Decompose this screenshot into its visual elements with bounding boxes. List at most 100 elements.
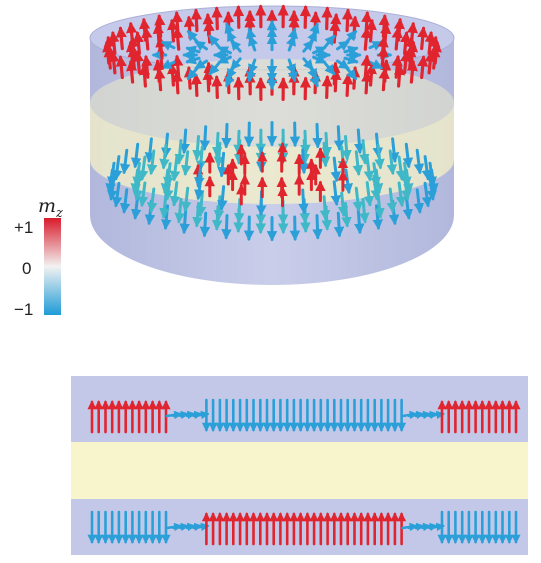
spin-arrow-inplane <box>345 30 358 43</box>
colorbar-min-label: −1 <box>14 300 34 319</box>
spin-arrow-up <box>132 31 144 56</box>
spin-arrow-inplane <box>217 54 232 64</box>
spin-arrow-down <box>169 181 181 207</box>
spin-arrow-down <box>174 197 185 224</box>
spin-arrow-up <box>103 35 115 60</box>
spin-arrow-down <box>354 128 365 155</box>
spin-arrow-down <box>312 214 323 240</box>
spin-arrow-down <box>194 162 205 188</box>
spin-arrow-down <box>386 187 398 214</box>
spin-arrow-up <box>115 55 127 80</box>
spin-arrow-down <box>386 149 398 176</box>
spin-arrow-inplane <box>185 45 201 56</box>
spin-arrow-down <box>413 188 425 214</box>
spin-arrow-down <box>179 208 190 235</box>
colorbar-label-m: m <box>38 195 57 217</box>
spin-arrow-down <box>213 195 225 221</box>
spin-arrow-inplane <box>194 59 208 70</box>
spin-arrow-down <box>169 155 181 182</box>
spin-arrow-down <box>111 181 123 208</box>
spin-arrow-down <box>298 188 309 215</box>
spin-arrow-inplane <box>302 39 314 53</box>
spin-arrow-down <box>363 181 375 207</box>
spin-arrow-down <box>401 161 412 188</box>
spin-arrow-up <box>172 54 184 79</box>
spin-arrow-up <box>108 50 120 75</box>
spin-arrow-down <box>413 148 425 175</box>
spin-arrow-down <box>119 148 131 175</box>
spin-arrow-up <box>417 55 429 80</box>
spin-arrow-down <box>217 151 228 178</box>
spin-arrow-down <box>363 155 375 182</box>
spin-arrow-up <box>417 26 429 51</box>
spin-arrow-down <box>159 143 170 170</box>
spin-arrow-inplane <box>230 39 242 53</box>
spin-arrow-down <box>111 155 123 181</box>
spin-arrow-up <box>380 59 392 83</box>
spin-arrow-up <box>115 26 127 51</box>
spin-arrow-down <box>352 150 364 176</box>
spin-arrow-down <box>421 181 433 208</box>
spin-arrow-up <box>400 50 412 75</box>
spin-arrow-down <box>319 195 331 221</box>
spin-arrow-inplane <box>324 62 336 76</box>
spin-arrow-up <box>321 6 333 31</box>
spin-arrow-up <box>377 35 389 60</box>
spin-arrow-up <box>424 50 436 75</box>
spin-arrow-inplane <box>194 40 208 51</box>
spin-arrow-down <box>195 191 207 218</box>
spin-arrow-down <box>192 135 203 161</box>
spin-arrow-up <box>152 59 164 83</box>
upper-layer-spin-arrows <box>102 4 442 102</box>
spin-arrow-up <box>167 62 179 87</box>
spin-arrow-up <box>141 54 153 79</box>
spin-arrow-down <box>319 141 331 168</box>
spin-arrow-up <box>126 59 138 84</box>
spin-arrow-down <box>359 197 370 224</box>
spin-arrow-down <box>199 211 211 238</box>
spin-arrow-down <box>312 122 323 149</box>
spin-arrow-up <box>155 35 167 60</box>
spin-arrow-inplane <box>336 40 350 51</box>
spin-arrow-up <box>424 30 436 55</box>
spin-arrow-down <box>337 191 349 218</box>
spin-arrow-up <box>211 6 223 31</box>
spin-arrow-down <box>359 139 370 165</box>
cylinder-3d <box>89 4 455 285</box>
spin-arrow-down <box>341 135 352 161</box>
colorbar-label: mz <box>38 195 63 221</box>
spin-arrow-down <box>299 139 311 165</box>
cross-section-lower-spins <box>87 510 521 546</box>
spin-arrow-down <box>298 148 309 175</box>
spin-arrow-up <box>190 8 202 33</box>
spin-arrow-down <box>388 137 400 163</box>
spin-arrow-up <box>203 19 215 44</box>
spin-arrow-up <box>127 35 139 60</box>
colorbar-max-label: +1 <box>14 218 34 237</box>
spin-arrow-down <box>395 181 407 208</box>
spin-arrow-inplane <box>345 67 358 80</box>
colorbar-label-sub: z <box>56 205 63 221</box>
spin-arrow-up <box>138 63 151 88</box>
spin-arrow-inplane <box>186 30 199 43</box>
spin-arrow-inplane <box>368 59 384 70</box>
spin-arrow-down <box>192 202 203 228</box>
spin-arrow-down <box>199 125 211 151</box>
spin-arrow-up <box>393 63 406 88</box>
spin-arrow-down <box>212 131 223 158</box>
spin-arrow-down <box>146 187 158 214</box>
spacer-layer <box>90 103 454 204</box>
spin-arrow-up <box>365 18 377 43</box>
spin-arrow-up <box>321 75 333 100</box>
spin-arrow-down <box>330 180 341 206</box>
spin-arrow-down <box>333 125 345 151</box>
lower-layer-spin-arrows <box>105 121 439 242</box>
spin-arrow-down <box>352 186 364 213</box>
spin-arrow-down <box>180 186 192 213</box>
colorbar-mid-label: 0 <box>22 259 32 278</box>
spin-arrow-inplane <box>160 59 176 70</box>
spin-arrow-down <box>321 131 332 158</box>
spin-arrow-inplane <box>160 40 176 51</box>
spin-arrow-down <box>217 185 228 211</box>
spin-arrow-inplane <box>343 45 359 56</box>
